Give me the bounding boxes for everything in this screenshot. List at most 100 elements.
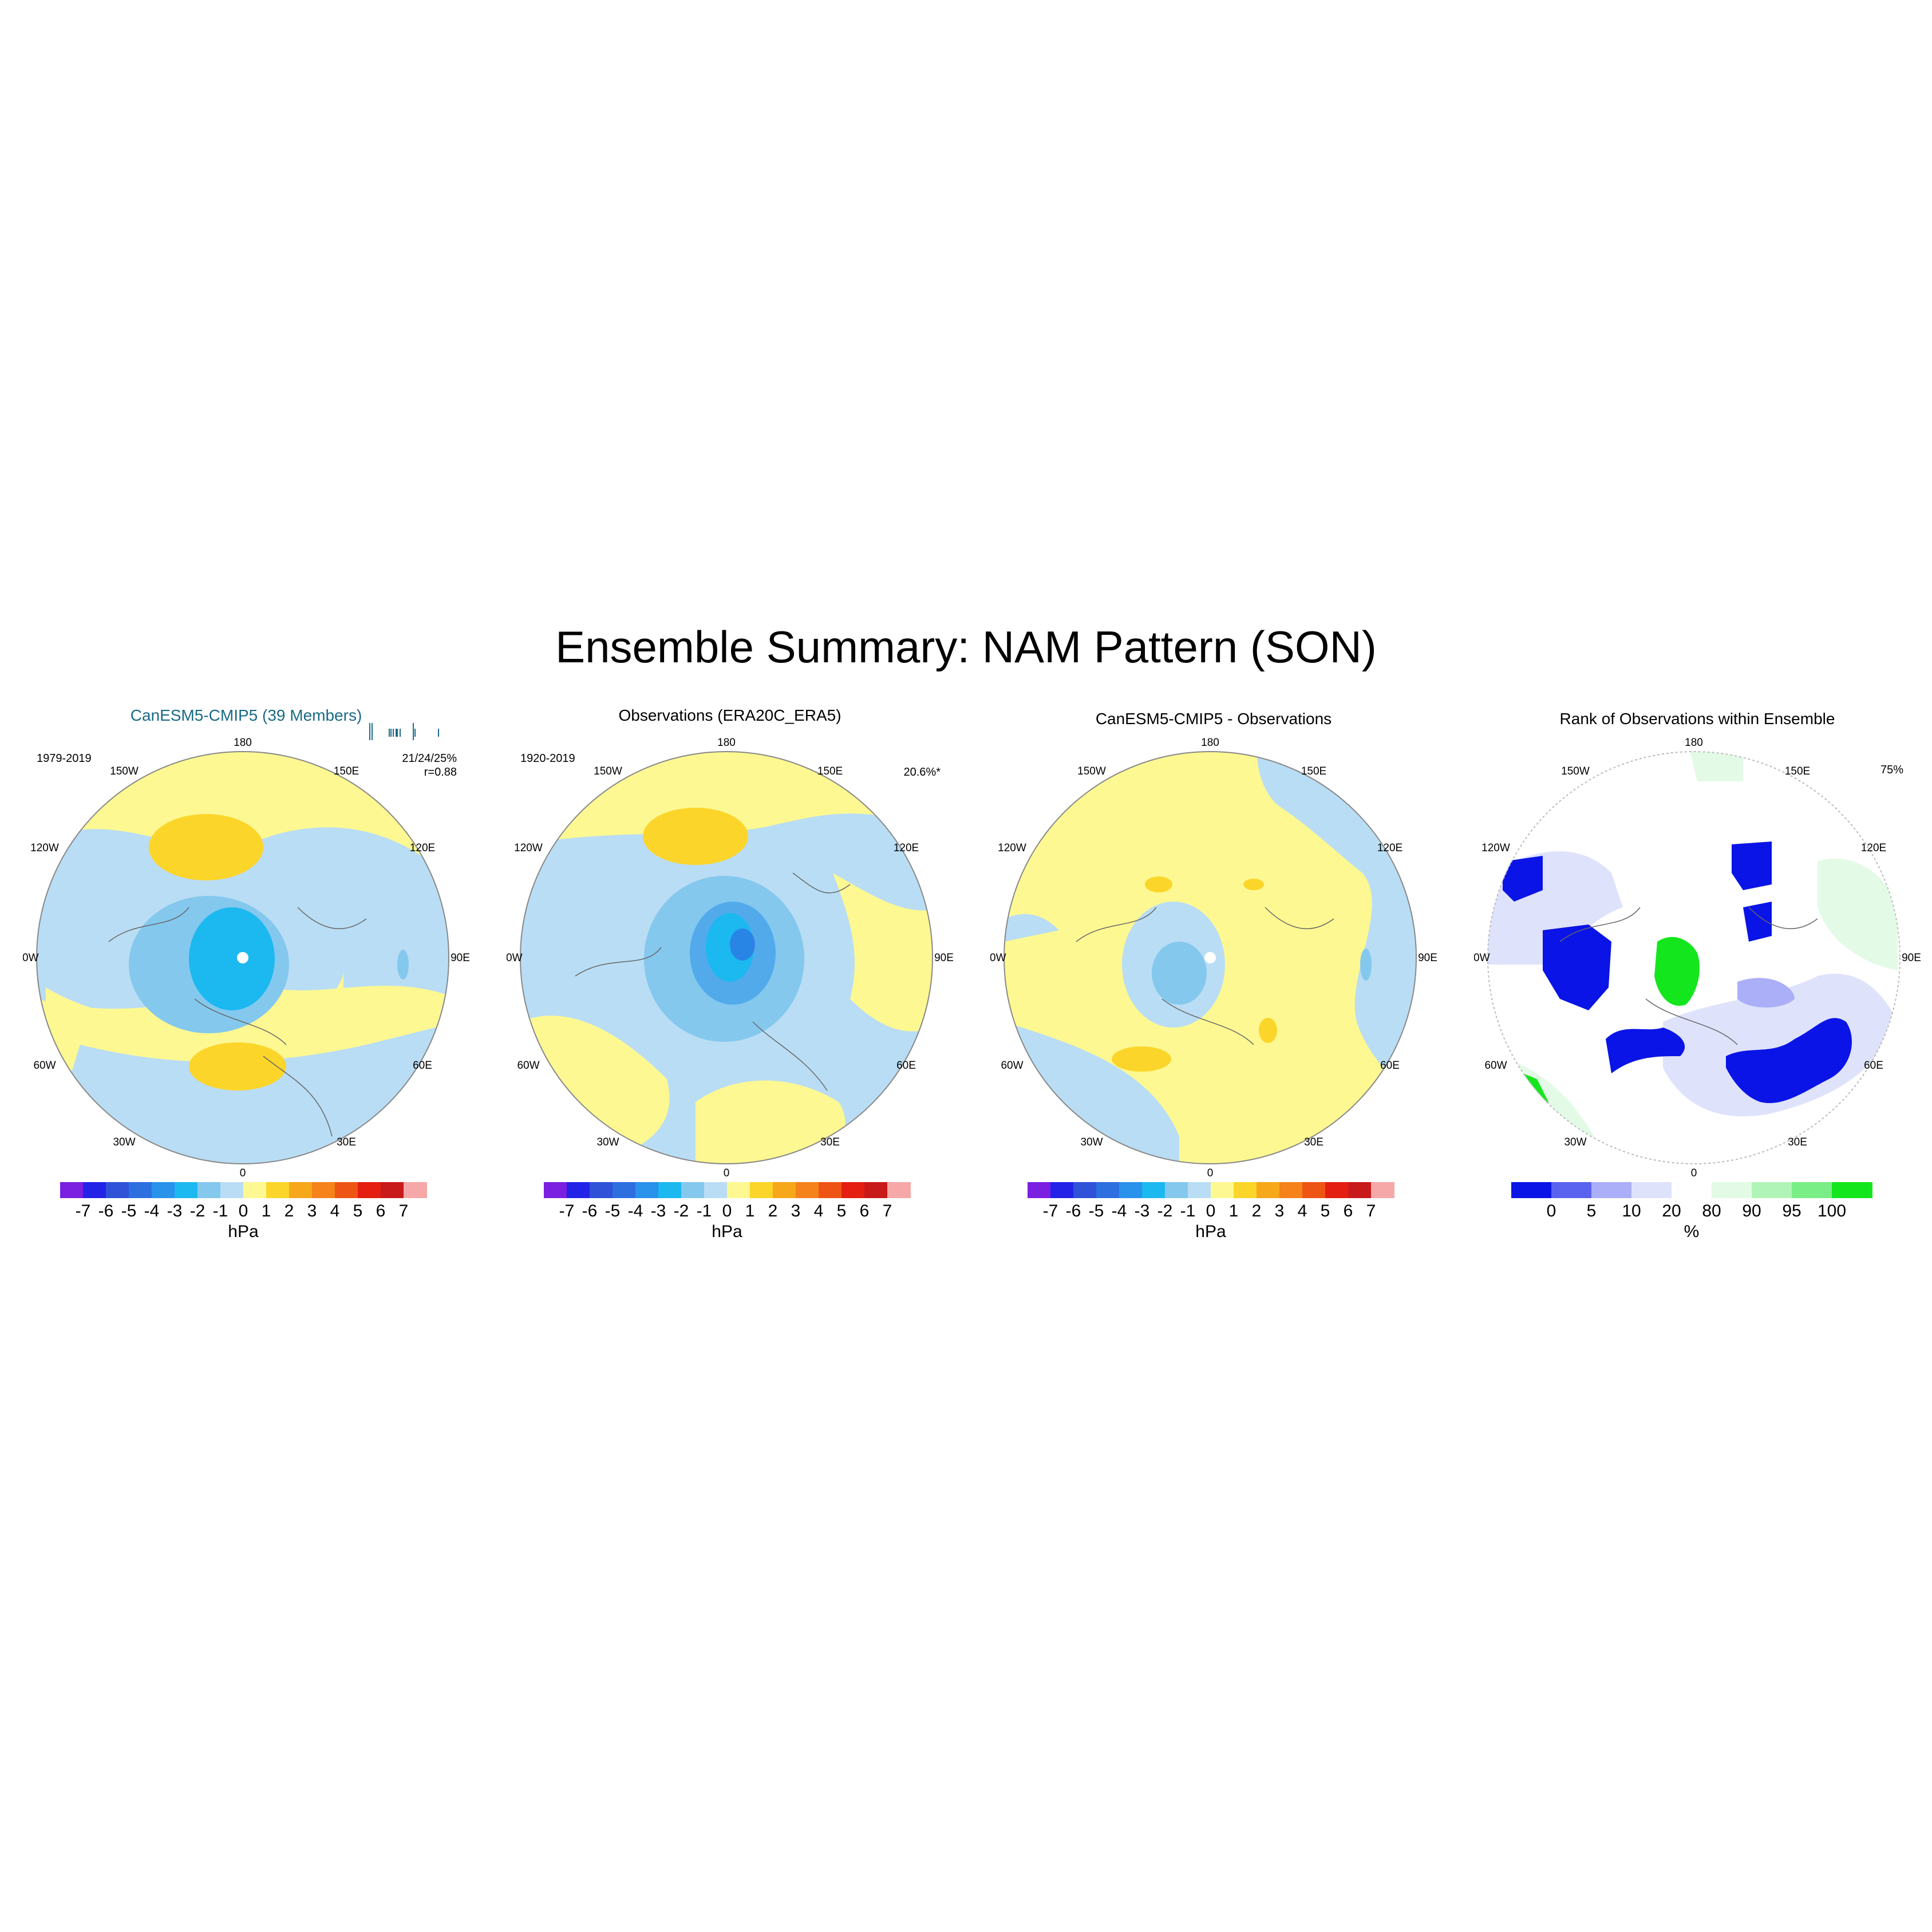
- lon-label-0: 0: [240, 1167, 246, 1179]
- colorbar: -7 -6 -5 -4 -3 -2 -1 0 1 2 3 4 5 6 7 hPa: [544, 1182, 911, 1241]
- colorbar-cell: [197, 1182, 221, 1198]
- lon-label-60e: 60E: [896, 1060, 916, 1072]
- lon-label-30e: 30E: [820, 1136, 840, 1148]
- colorbar-tick-label: 3: [791, 1202, 801, 1220]
- lon-label-120e: 120E: [1861, 842, 1886, 854]
- colorbar-cell: [220, 1182, 244, 1198]
- colorbar-cell: [289, 1182, 313, 1198]
- colorbar-cell: [1211, 1182, 1234, 1198]
- lon-label-30e: 30E: [1788, 1136, 1807, 1148]
- colorbar-cell: [1672, 1182, 1712, 1198]
- colorbar-tick-label: 4: [1297, 1202, 1307, 1220]
- colorbar-cell: [60, 1182, 84, 1198]
- colorbar-tick-label: 0: [238, 1202, 248, 1220]
- polar-map: 180 150E 120E 90E 60E 30E 0 30W 60W 90W …: [507, 737, 953, 1179]
- colorbar-tick-label: -1: [1180, 1202, 1196, 1220]
- panel-observations: 180 150E 120E 90E 60E 30E 0 30W 60W 90W …: [507, 701, 953, 1251]
- colorbar-cell: [243, 1182, 267, 1198]
- colorbar-tick-label: 7: [1366, 1202, 1376, 1220]
- colorbar-tick-label: 0: [1546, 1202, 1556, 1220]
- colorbar-cell: [1142, 1182, 1165, 1198]
- colorbar-cell: [266, 1182, 290, 1198]
- colorbar-tick-label: 0: [722, 1202, 732, 1220]
- colorbar-tick-label: 4: [330, 1202, 340, 1220]
- lon-label-90e: 90E: [451, 952, 469, 964]
- rug-tick: [388, 729, 390, 737]
- colorbar-cell: [727, 1182, 750, 1198]
- lon-label-0: 0: [1207, 1167, 1214, 1179]
- colorbar-cell: [1165, 1182, 1188, 1198]
- colorbar-cell: [1119, 1182, 1143, 1198]
- lon-label-30e: 30E: [1304, 1136, 1323, 1148]
- lon-label-60e: 60E: [1864, 1060, 1883, 1072]
- colorbar-tick-label: 95: [1782, 1202, 1801, 1220]
- figure-title: Ensemble Summary: NAM Pattern (SON): [555, 622, 1377, 672]
- colorbar-tick-label: 2: [284, 1202, 294, 1220]
- lon-label-0: 0: [724, 1167, 730, 1179]
- colorbar: -7 -6 -5 -4 -3 -2 -1 0 1 2 3 4 5 6 7 hPa: [1028, 1182, 1394, 1241]
- lon-label-90e: 90E: [934, 952, 953, 964]
- lon-label-30w: 30W: [113, 1136, 135, 1148]
- lon-label-90e: 90E: [1902, 952, 1921, 964]
- lon-label-120w: 120W: [998, 842, 1026, 854]
- rug-tick: [397, 729, 398, 737]
- colorbar-tick-label: 5: [836, 1202, 847, 1220]
- colorbar-tick-label: -4: [144, 1202, 160, 1220]
- lon-label-90w: 90W: [1474, 952, 1490, 964]
- panel-model-mean: 180 150E 120E 90E 60E 30E 0 30W 60W 90W …: [23, 701, 469, 1251]
- rug-tick: [438, 729, 439, 737]
- lon-label-60w: 60W: [33, 1060, 56, 1072]
- colorbar-tick-label: -6: [582, 1202, 598, 1220]
- colorbar-tick-label: -7: [559, 1202, 575, 1220]
- period-label: 1979-2019: [37, 752, 92, 765]
- rug-tick: [390, 729, 392, 737]
- period-label: 1920-2019: [520, 752, 575, 765]
- colorbar-tick-label: 5: [1320, 1202, 1330, 1220]
- lon-label-90w: 90W: [990, 952, 1006, 964]
- colorbar-cell: [1073, 1182, 1097, 1198]
- colorbar-tick-label: -3: [1134, 1202, 1150, 1220]
- rank-colorbar: 0 5 10 20 80 90 95 100%: [1511, 1182, 1872, 1241]
- colorbar-cell: [83, 1182, 106, 1198]
- colorbar-cell: [129, 1182, 152, 1198]
- colorbar-cell: [1792, 1182, 1832, 1198]
- panel-title: Rank of Observations within Ensemble: [1559, 710, 1835, 728]
- colorbar-cell: [312, 1182, 335, 1198]
- lon-label-180: 180: [717, 737, 736, 749]
- rug-tick: [371, 723, 373, 740]
- lon-label-60w: 60W: [1001, 1060, 1023, 1072]
- colorbar-unit: hPa: [712, 1222, 742, 1241]
- colorbar-cell: [106, 1182, 129, 1198]
- polar-map: 180 150E 120E 90E 60E 30E 0 30W 60W 90W …: [1474, 737, 1921, 1179]
- lon-label-60w: 60W: [517, 1060, 539, 1072]
- lon-label-60e: 60E: [413, 1060, 432, 1072]
- colorbar-unit: %: [1684, 1222, 1700, 1241]
- colorbar-tick-label: 6: [1343, 1202, 1353, 1220]
- lon-label-150w: 150W: [110, 765, 139, 777]
- colorbar: -7 -6 -5 -4 -3 -2 -1 0 1 2 3 4 5 6 7 hPa: [60, 1182, 427, 1241]
- colorbar-tick-label: 2: [1251, 1202, 1262, 1220]
- colorbar-cell: [1325, 1182, 1349, 1198]
- colorbar-cell: [704, 1182, 728, 1198]
- colorbar-tick-label: -5: [1088, 1202, 1104, 1220]
- colorbar-cell: [1551, 1182, 1592, 1198]
- colorbar-tick-label: 90: [1742, 1202, 1761, 1220]
- colorbar-cell: [1511, 1182, 1552, 1198]
- colorbar-cell: [1348, 1182, 1372, 1198]
- colorbar-cell: [658, 1182, 682, 1198]
- colorbar-tick-label: 1: [261, 1202, 271, 1220]
- colorbar-tick-label: -6: [98, 1202, 114, 1220]
- panel-difference: 180 150E 120E 90E 60E 30E 0 30W 60W 90W …: [990, 701, 1437, 1251]
- colorbar-cell: [1832, 1182, 1872, 1198]
- colorbar-cell: [1752, 1182, 1792, 1198]
- colorbar-tick-label: -1: [696, 1202, 712, 1220]
- colorbar-unit: hPa: [1195, 1222, 1226, 1241]
- lon-label-0: 0: [1691, 1167, 1697, 1179]
- rug-tick: [392, 729, 394, 737]
- lon-label-180: 180: [1685, 737, 1703, 749]
- rug-tick: [414, 729, 416, 737]
- colorbar-tick-label: 2: [768, 1202, 778, 1220]
- colorbar-tick-label: -4: [627, 1202, 643, 1220]
- colorbar-cell: [335, 1182, 358, 1198]
- rug-tick: [399, 729, 401, 737]
